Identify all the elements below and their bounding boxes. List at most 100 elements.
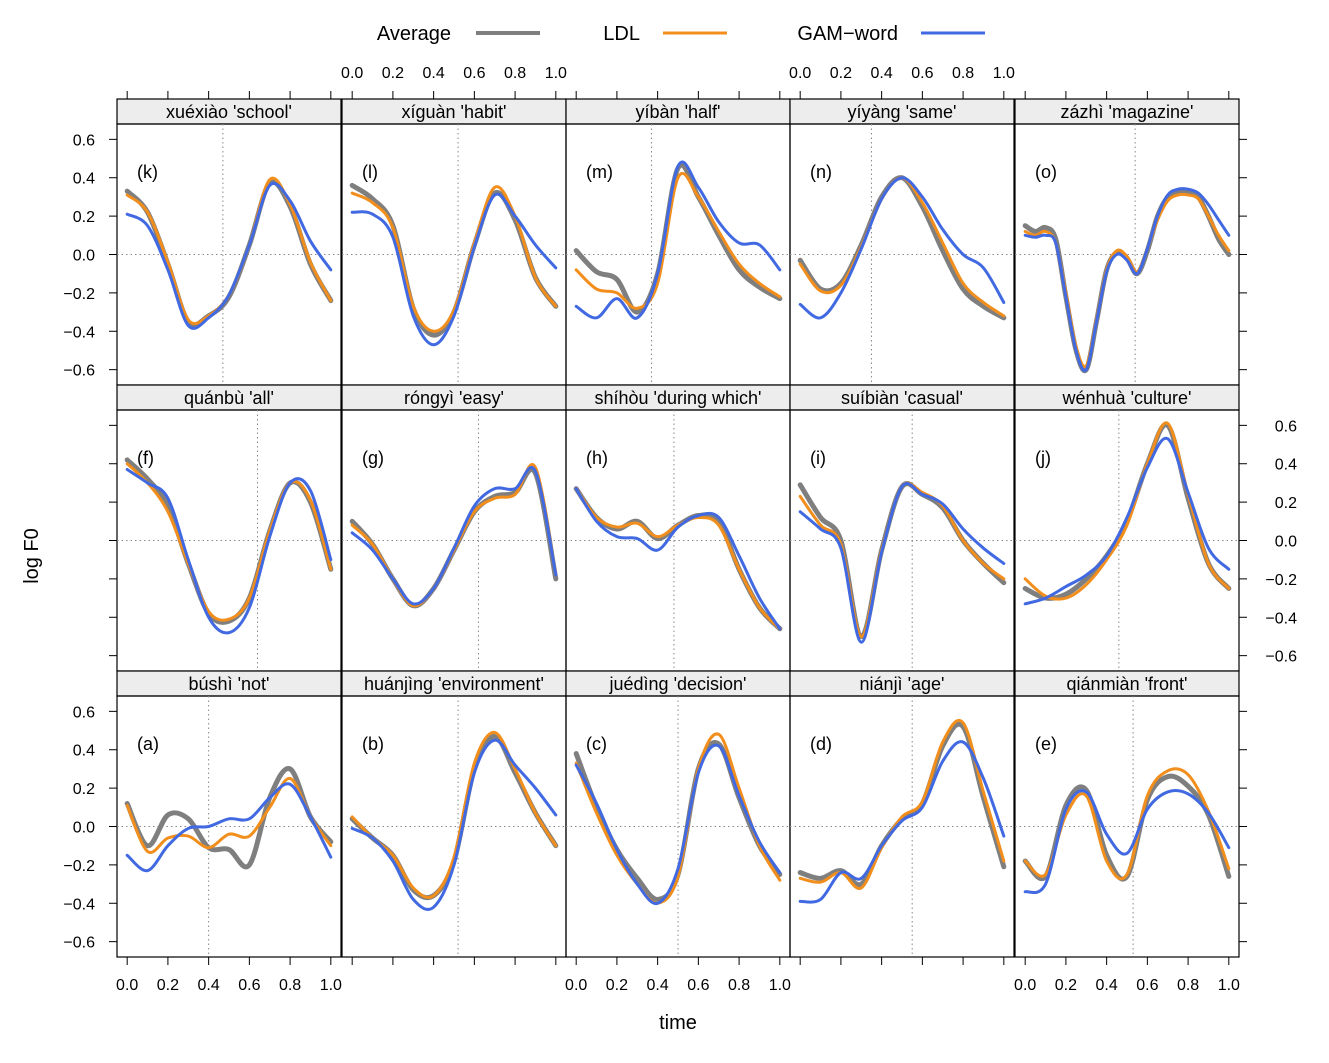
- series-line-gam-word: [350, 192, 558, 347]
- series-line-ldl: [574, 171, 782, 310]
- series-line-average: [573, 486, 783, 632]
- y-tick-label-left: 0.6: [73, 704, 95, 721]
- y-tick-label-left: −0.6: [63, 935, 95, 952]
- x-tick-label-bottom: 1.0: [1218, 977, 1240, 994]
- panel-title: wénhuà 'culture': [1062, 388, 1192, 408]
- panel-title: juédìng 'decision': [609, 674, 747, 694]
- x-tick-label-top: 0.2: [382, 65, 404, 82]
- panel-a: búshì 'not' (a): [116, 670, 342, 958]
- panel-title: suíbiàn 'casual': [841, 388, 963, 408]
- panel-i: suíbiàn 'casual' (i): [789, 384, 1015, 672]
- x-tick-label-bottom: 1.0: [769, 977, 791, 994]
- panel-strip: [789, 384, 1015, 411]
- y-tick-label-left: −0.4: [63, 896, 95, 913]
- panel-n: yíyàng 'same' (n): [789, 98, 1015, 386]
- series-line-ldl: [125, 462, 333, 622]
- series-line-gam-word: [574, 743, 782, 906]
- y-tick-label-left: 0.2: [73, 209, 95, 226]
- series-line-ldl: [125, 777, 333, 855]
- panel-letter: (a): [137, 734, 159, 754]
- series-line-ldl: [798, 481, 1006, 638]
- panel-strip: [116, 670, 342, 697]
- panel-letter: (c): [586, 734, 607, 754]
- panel-letter: (h): [586, 448, 608, 468]
- series-line-gam-word: [798, 740, 1006, 904]
- panel-letter: (j): [1035, 448, 1051, 468]
- panel-m: yíbàn 'half' (m): [565, 98, 791, 386]
- x-tick-label-bottom: 0.8: [1177, 977, 1199, 994]
- y-tick-label-left: −0.6: [63, 363, 95, 380]
- y-tick-label-left: 0.4: [73, 743, 95, 760]
- x-tick-label-bottom: 0.0: [116, 977, 138, 994]
- panel-letter: (e): [1035, 734, 1057, 754]
- x-tick-label-bottom: 0.6: [687, 977, 709, 994]
- y-tick-label-right: 0.6: [1275, 418, 1297, 435]
- panel-d: niánjì 'age' (d): [789, 670, 1015, 958]
- panel-g: róngyì 'easy' (g): [341, 384, 567, 672]
- series-line-ldl: [798, 176, 1006, 318]
- x-tick-label-bottom: 0.6: [1136, 977, 1158, 994]
- series-line-gam-word: [125, 181, 333, 330]
- legend-label-gam-word: GAM−word: [797, 23, 898, 45]
- legend-label-average: Average: [377, 23, 451, 45]
- x-tick-label-bottom: 0.0: [565, 977, 587, 994]
- panel-strip: [789, 670, 1015, 697]
- panel-strip: [1014, 670, 1240, 697]
- panel-o: zázhì 'magazine' (o): [1014, 98, 1240, 386]
- y-tick-label-right: 0.4: [1275, 457, 1297, 474]
- series-line-average: [124, 179, 334, 328]
- panel-strip: [341, 670, 567, 697]
- x-tick-label-top: 0.8: [952, 65, 974, 82]
- panel-b: huánjìng 'environment' (b): [341, 670, 567, 958]
- y-tick-label-right: −0.6: [1265, 649, 1297, 666]
- series-line-average: [1022, 187, 1232, 374]
- y-tick-label-left: −0.4: [63, 324, 95, 341]
- panel-letter: (k): [137, 162, 158, 182]
- x-tick-label-bottom: 1.0: [320, 977, 342, 994]
- y-axis-label: log F0: [21, 528, 43, 584]
- series-line-ldl: [350, 185, 558, 333]
- panel-strip: [1014, 384, 1240, 411]
- y-tick-label-left: 0.0: [73, 820, 95, 837]
- panel-letter: (n): [810, 162, 832, 182]
- series-line-ldl: [798, 719, 1006, 890]
- x-tick-label-top: 0.6: [463, 65, 485, 82]
- panel-title: yíyàng 'same': [848, 102, 957, 122]
- panel-letter: (l): [362, 162, 378, 182]
- series-line-gam-word: [798, 482, 1006, 644]
- series-line-gam-word: [1023, 436, 1231, 606]
- series-line-gam-word: [1023, 187, 1231, 373]
- legend: Average LDL GAM−word: [377, 23, 985, 45]
- y-tick-label-left: 0.0: [73, 248, 95, 265]
- series-line-gam-word: [1023, 789, 1231, 895]
- panel-j: wénhuà 'culture' (j): [1014, 384, 1240, 672]
- y-tick-label-left: 0.4: [73, 171, 95, 188]
- series-line-average: [1022, 422, 1232, 601]
- series-line-average: [797, 481, 1007, 639]
- x-tick-label-top: 0.8: [504, 65, 526, 82]
- y-tick-label-left: 0.6: [73, 132, 95, 149]
- x-tick-label-top: 1.0: [545, 65, 567, 82]
- panel-title: búshì 'not': [189, 674, 270, 694]
- x-tick-label-bottom: 0.4: [647, 977, 669, 994]
- panel-title: zázhì 'magazine': [1061, 102, 1194, 122]
- x-tick-label-top: 1.0: [993, 65, 1015, 82]
- series-line-ldl: [574, 487, 782, 631]
- panel-letter: (b): [362, 734, 384, 754]
- panel-title: huánjìng 'environment': [364, 674, 544, 694]
- x-tick-label-bottom: 0.2: [1055, 977, 1077, 994]
- panel-letter: (o): [1035, 162, 1057, 182]
- x-tick-label-top: 0.0: [341, 65, 363, 82]
- series-line-ldl: [350, 463, 558, 608]
- y-tick-label-right: −0.4: [1265, 610, 1297, 627]
- panel-k: xuéxiào 'school' (k): [116, 98, 342, 386]
- series-line-average: [349, 467, 559, 609]
- y-tick-label-right: −0.2: [1265, 572, 1297, 589]
- panel-e: qiánmiàn 'front' (e): [1014, 670, 1240, 958]
- series-line-gam-word: [350, 738, 558, 911]
- legend-label-ldl: LDL: [603, 23, 640, 45]
- series-line-ldl: [350, 730, 558, 899]
- panel-c: juédìng 'decision' (c): [565, 670, 791, 958]
- y-tick-label-left: −0.2: [63, 858, 95, 875]
- series-line-gam-word: [574, 160, 782, 320]
